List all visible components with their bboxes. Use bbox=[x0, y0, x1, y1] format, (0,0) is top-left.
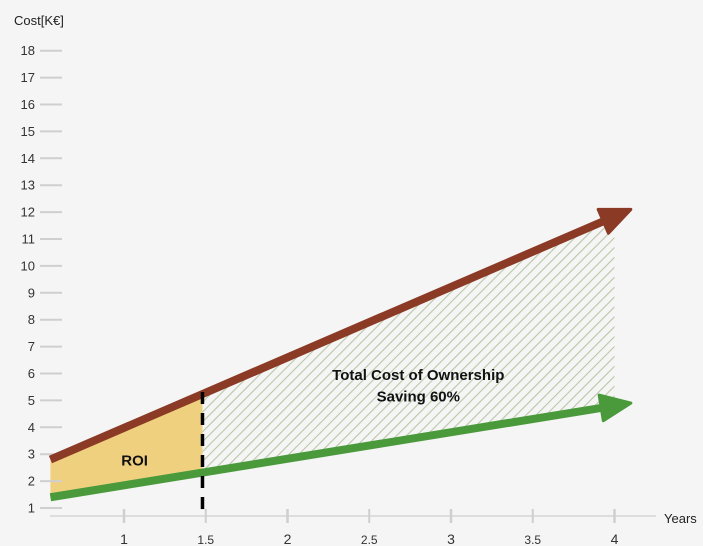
cost-arrowhead-top bbox=[596, 207, 633, 235]
x-tick-label: 3 bbox=[447, 531, 455, 546]
y-tick-label: 15 bbox=[21, 124, 35, 139]
x-tick-label: 2 bbox=[284, 531, 292, 546]
y-tick-label: 7 bbox=[28, 339, 35, 354]
y-tick-label: 5 bbox=[28, 393, 35, 408]
y-tick-label: 13 bbox=[21, 178, 35, 193]
roi-label: ROI bbox=[121, 453, 148, 470]
y-tick-label: 11 bbox=[22, 232, 36, 247]
tco-annotation-line1: Total Cost of Ownership bbox=[332, 367, 504, 384]
y-tick-label: 6 bbox=[28, 366, 35, 381]
y-tick-label: 17 bbox=[21, 70, 35, 85]
x-tick-label: 4 bbox=[611, 531, 619, 546]
cost-line-top bbox=[48, 217, 605, 464]
y-tick-label: 14 bbox=[21, 151, 35, 166]
y-tick-label: 9 bbox=[28, 285, 35, 300]
cost-line-bottom bbox=[49, 403, 602, 502]
y-tick-label: 18 bbox=[21, 43, 35, 58]
y-tick-label: 2 bbox=[28, 474, 35, 489]
y-tick-label: 3 bbox=[28, 447, 35, 462]
y-tick-label: 12 bbox=[21, 205, 35, 220]
tco-saving-area bbox=[202, 216, 615, 473]
roi-area bbox=[50, 394, 203, 498]
cost-arrowhead-bottom bbox=[597, 393, 633, 423]
x-tick-label: 3.5 bbox=[524, 533, 541, 546]
x-tick-label: 1.5 bbox=[197, 533, 214, 546]
x-axis-title: Years bbox=[664, 511, 697, 526]
y-tick-label: 8 bbox=[28, 312, 35, 327]
y-tick-label: 10 bbox=[21, 258, 35, 273]
x-tick-label: 2.5 bbox=[361, 533, 378, 546]
x-tick-label: 1 bbox=[120, 531, 128, 546]
tco-annotation-line2: Saving 60% bbox=[377, 388, 460, 405]
y-tick-label: 4 bbox=[28, 420, 35, 435]
y-tick-label: 16 bbox=[21, 97, 35, 112]
y-tick-label: 1 bbox=[28, 501, 35, 516]
y-axis-title: Cost[K€] bbox=[14, 13, 64, 28]
